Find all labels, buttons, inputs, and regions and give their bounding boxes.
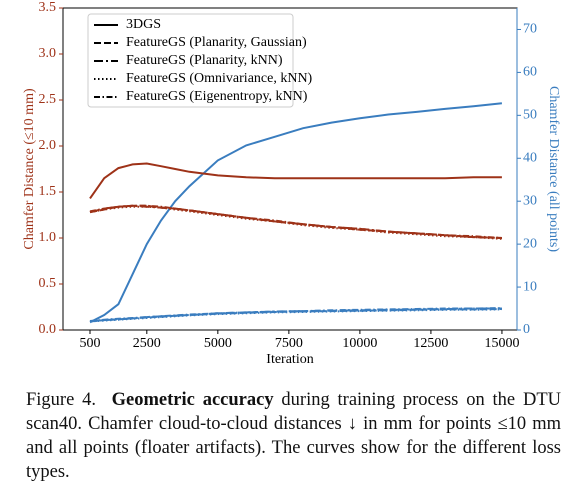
x-tick-label: 15000	[484, 336, 519, 351]
y-tick-label: 2.5	[39, 92, 57, 107]
y2-tick-label: 60	[523, 65, 537, 80]
line-all-points	[89, 307, 502, 322]
x-tick-label: 500	[79, 336, 100, 351]
caption-bold: Geometric accuracy	[111, 390, 274, 410]
y-tick-label: 3.5	[39, 0, 57, 15]
x-tick-label: 12500	[413, 336, 448, 351]
line-10mm	[89, 162, 502, 199]
y2-tick-label: 30	[523, 193, 537, 208]
legend-label: 3DGS	[126, 17, 161, 32]
y2-tick-label: 10	[523, 279, 537, 294]
legend-label: FeatureGS (Omnivariance, kNN)	[126, 71, 313, 86]
y-tick-label: 2.0	[39, 138, 57, 153]
caption: Figure 4. Geometric accuracy during trai…	[26, 388, 561, 484]
y2-tick-label: 20	[523, 236, 537, 251]
y2-tick-label: 50	[523, 108, 537, 123]
x-tick-label: 7500	[275, 336, 303, 351]
y2-tick-label: 70	[523, 22, 537, 37]
y-tick-label: 1.5	[39, 184, 57, 199]
y2-axis-label: Chamfer Distance (all points)	[546, 86, 561, 252]
y2-tick-label: 0	[523, 322, 530, 337]
line-10mm	[89, 204, 502, 239]
line-10mm	[89, 204, 502, 239]
y-tick-label: 0.0	[39, 322, 57, 337]
y2-tick-label: 40	[523, 150, 537, 165]
legend-label: FeatureGS (Planarity, Gaussian)	[126, 35, 307, 50]
x-tick-label: 2500	[133, 336, 161, 351]
y-tick-label: 0.5	[39, 276, 57, 291]
y-tick-label: 1.0	[39, 230, 57, 245]
legend-box	[87, 13, 294, 108]
x-axis-label: Iteration	[266, 352, 313, 367]
x-tick-label: 10000	[342, 336, 377, 351]
x-tick-label: 5000	[204, 336, 232, 351]
legend-label: FeatureGS (Planarity, kNN)	[126, 53, 283, 68]
line-all-points	[89, 308, 502, 323]
caption-label: Figure 4.	[26, 390, 97, 410]
legend-label: FeatureGS (Eigenentropy, kNN)	[126, 89, 308, 104]
line-10mm	[89, 204, 502, 239]
y-axis-label: Chamfer Distance (≤10 mm)	[22, 88, 37, 250]
y-tick-label: 3.0	[39, 46, 57, 61]
chart: 500 2500 5000 7500 10000 12500 150000.00.51.01…	[22, 0, 561, 367]
line-all-points	[89, 102, 503, 324]
caption-text: during training process on the DTU scan4…	[26, 390, 561, 482]
